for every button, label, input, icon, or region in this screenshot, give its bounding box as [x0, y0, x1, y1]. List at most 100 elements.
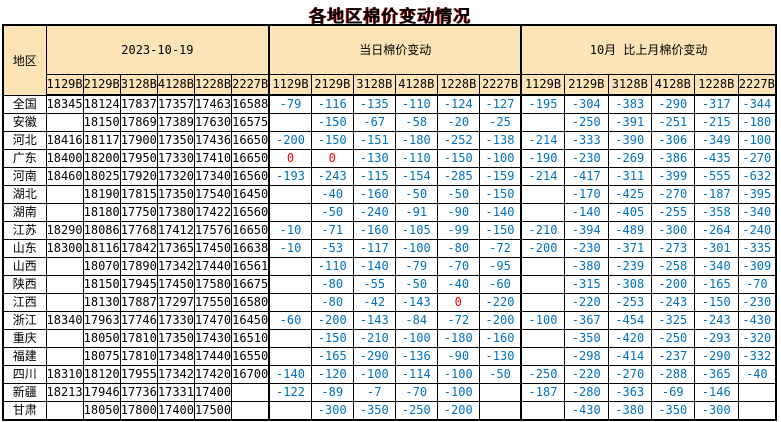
- monthly-change-cell[interactable]: -220: [563, 365, 609, 384]
- daily-change-cell[interactable]: -70: [436, 257, 480, 276]
- column-header-4128b-s2[interactable]: 4128B: [394, 73, 438, 96]
- daily-change-cell[interactable]: -84: [394, 311, 438, 330]
- price-cell[interactable]: 17837: [119, 94, 158, 114]
- daily-change-cell[interactable]: -200: [310, 311, 354, 330]
- price-cell[interactable]: [231, 401, 270, 421]
- daily-change-cell[interactable]: -150: [310, 131, 354, 150]
- region-cell[interactable]: 江苏: [2, 221, 47, 240]
- monthly-change-cell[interactable]: [737, 401, 777, 421]
- region-cell[interactable]: 浙江: [2, 311, 47, 330]
- price-cell[interactable]: 16561: [231, 257, 270, 276]
- monthly-change-cell[interactable]: -253: [607, 293, 652, 312]
- monthly-change-cell[interactable]: -380: [563, 257, 609, 276]
- daily-change-cell[interactable]: -193: [268, 167, 312, 186]
- monthly-change-cell[interactable]: -304: [563, 94, 609, 114]
- daily-change-cell[interactable]: -140: [268, 365, 312, 384]
- daily-change-cell[interactable]: -150: [310, 113, 354, 132]
- price-cell[interactable]: [45, 347, 84, 366]
- column-header-1129b-s3[interactable]: 1129B: [520, 73, 565, 96]
- daily-change-cell[interactable]: -70: [394, 383, 438, 402]
- daily-change-cell[interactable]: -100: [394, 239, 438, 258]
- monthly-change-cell[interactable]: -383: [607, 94, 652, 114]
- price-cell[interactable]: 17815: [119, 185, 158, 204]
- daily-change-cell[interactable]: -150: [310, 329, 354, 348]
- price-cell[interactable]: 17297: [156, 293, 196, 312]
- region-cell[interactable]: 河北: [2, 131, 47, 150]
- monthly-change-cell[interactable]: -300: [650, 221, 695, 240]
- column-header-4128b-s1[interactable]: 4128B: [156, 73, 196, 96]
- region-column-header[interactable]: 地区: [2, 24, 47, 96]
- price-cell[interactable]: 16560: [231, 167, 270, 186]
- price-cell[interactable]: 17350: [156, 185, 196, 204]
- monthly-change-cell[interactable]: -430: [737, 311, 777, 330]
- daily-change-cell[interactable]: -40: [436, 275, 480, 294]
- region-cell[interactable]: 陕西: [2, 275, 47, 294]
- price-cell[interactable]: 17746: [119, 311, 158, 330]
- daily-change-cell[interactable]: 0: [310, 149, 354, 168]
- price-cell[interactable]: 17920: [119, 167, 158, 186]
- price-cell[interactable]: 17342: [156, 365, 196, 384]
- price-cell[interactable]: 17540: [193, 185, 233, 204]
- price-cell[interactable]: 18150: [82, 113, 121, 132]
- price-cell[interactable]: 17380: [156, 203, 196, 222]
- monthly-change-cell[interactable]: -367: [563, 311, 609, 330]
- price-cell[interactable]: 18213: [45, 383, 84, 402]
- daily-change-cell[interactable]: [268, 185, 312, 204]
- monthly-change-cell[interactable]: -300: [693, 401, 739, 421]
- daily-change-cell[interactable]: -250: [394, 401, 438, 421]
- region-cell[interactable]: 江西: [2, 293, 47, 312]
- monthly-change-cell[interactable]: -390: [607, 131, 652, 150]
- column-header-1228b-s1[interactable]: 1228B: [193, 73, 233, 96]
- daily-change-cell[interactable]: -71: [310, 221, 354, 240]
- daily-change-cell[interactable]: -58: [394, 113, 438, 132]
- monthly-change-cell[interactable]: -240: [737, 221, 777, 240]
- daily-change-cell[interactable]: -240: [352, 203, 396, 222]
- monthly-change-cell[interactable]: -308: [607, 275, 652, 294]
- price-cell[interactable]: 17348: [156, 347, 196, 366]
- monthly-change-cell[interactable]: -195: [520, 94, 565, 114]
- monthly-change-cell[interactable]: -170: [563, 185, 609, 204]
- price-cell[interactable]: 17750: [119, 203, 158, 222]
- price-cell[interactable]: 17422: [193, 203, 233, 222]
- column-header-1228b-s3[interactable]: 1228B: [693, 73, 739, 96]
- price-cell[interactable]: 16588: [231, 94, 270, 114]
- price-cell[interactable]: 16675: [231, 275, 270, 294]
- price-cell[interactable]: 18050: [82, 329, 121, 348]
- monthly-change-cell[interactable]: -333: [563, 131, 609, 150]
- daily-change-cell[interactable]: -99: [436, 221, 480, 240]
- monthly-change-cell[interactable]: -298: [563, 347, 609, 366]
- price-cell[interactable]: 17410: [193, 149, 233, 168]
- daily-change-cell[interactable]: -50: [310, 203, 354, 222]
- monthly-change-cell[interactable]: -394: [563, 221, 609, 240]
- daily-change-cell[interactable]: -25: [478, 113, 522, 132]
- daily-change-cell[interactable]: -160: [352, 185, 396, 204]
- price-cell[interactable]: 17768: [119, 221, 158, 240]
- monthly-change-cell[interactable]: [520, 113, 565, 132]
- monthly-change-cell[interactable]: [520, 401, 565, 421]
- monthly-change-cell[interactable]: -399: [650, 167, 695, 186]
- price-cell[interactable]: [45, 293, 84, 312]
- column-header-4128b-s3[interactable]: 4128B: [650, 73, 695, 96]
- price-cell[interactable]: 17342: [156, 257, 196, 276]
- monthly-change-cell[interactable]: -340: [737, 203, 777, 222]
- monthly-change-cell[interactable]: -435: [693, 149, 739, 168]
- monthly-change-cell[interactable]: -230: [563, 239, 609, 258]
- price-cell[interactable]: [45, 113, 84, 132]
- price-cell[interactable]: 17450: [156, 275, 196, 294]
- price-cell[interactable]: 16650: [231, 221, 270, 240]
- daily-change-cell[interactable]: -89: [310, 383, 354, 402]
- price-cell[interactable]: 16550: [231, 347, 270, 366]
- daily-change-cell[interactable]: -122: [268, 383, 312, 402]
- price-cell[interactable]: [45, 203, 84, 222]
- monthly-change-cell[interactable]: -320: [737, 329, 777, 348]
- daily-change-cell[interactable]: -290: [352, 347, 396, 366]
- monthly-change-cell[interactable]: [737, 383, 777, 402]
- daily-change-cell[interactable]: -140: [478, 203, 522, 222]
- daily-change-cell[interactable]: -79: [394, 257, 438, 276]
- daily-change-cell[interactable]: -210: [352, 329, 396, 348]
- daily-change-cell[interactable]: -100: [436, 365, 480, 384]
- price-cell[interactable]: 18086: [82, 221, 121, 240]
- daily-change-cell[interactable]: -285: [436, 167, 480, 186]
- price-cell[interactable]: 18345: [45, 94, 84, 114]
- monthly-change-cell[interactable]: -239: [607, 257, 652, 276]
